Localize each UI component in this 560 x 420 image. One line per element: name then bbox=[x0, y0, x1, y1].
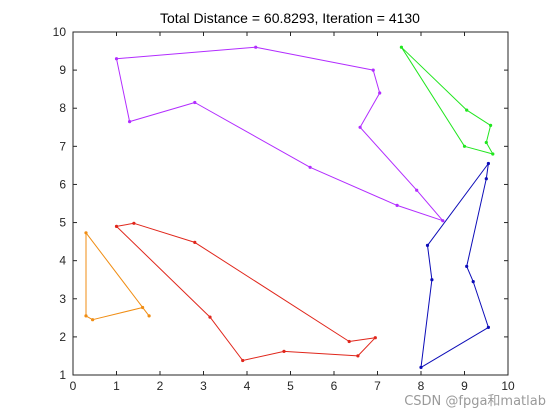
y-tick-label: 1 bbox=[59, 368, 66, 382]
route-line bbox=[116, 222, 376, 361]
route-point bbox=[489, 123, 493, 127]
route-point bbox=[193, 100, 197, 105]
route-point bbox=[208, 315, 212, 319]
y-tick-label: 9 bbox=[59, 63, 66, 77]
y-tick-label: 6 bbox=[59, 177, 66, 191]
x-tick-label: 7 bbox=[374, 379, 381, 393]
route-point bbox=[465, 264, 469, 268]
route-point bbox=[415, 188, 419, 192]
route-point bbox=[193, 240, 197, 244]
route-point bbox=[358, 125, 362, 129]
route-point bbox=[430, 278, 434, 282]
route-point bbox=[114, 57, 119, 61]
watermark: CSDN @fpga和matlab bbox=[404, 394, 546, 409]
y-tick-label: 8 bbox=[59, 101, 66, 115]
route-point bbox=[484, 140, 488, 145]
x-tick-label: 1 bbox=[113, 379, 120, 393]
x-tick-label: 6 bbox=[331, 379, 338, 393]
x-tick-label: 3 bbox=[200, 379, 207, 393]
route-point bbox=[308, 165, 312, 169]
route-point bbox=[425, 243, 430, 247]
route-point bbox=[486, 325, 490, 329]
route-point bbox=[378, 91, 382, 95]
route-point bbox=[395, 203, 399, 207]
route-series bbox=[114, 221, 377, 363]
route-point bbox=[371, 68, 375, 72]
route-point bbox=[347, 339, 351, 344]
series-layer bbox=[84, 45, 495, 369]
route-series bbox=[114, 45, 445, 223]
route-point bbox=[471, 280, 475, 284]
x-tick-label: 9 bbox=[461, 379, 468, 393]
route-line bbox=[85, 232, 150, 321]
route-point bbox=[356, 354, 360, 358]
route-series bbox=[419, 161, 490, 369]
route-series bbox=[84, 231, 151, 322]
route-point bbox=[373, 336, 377, 340]
route-point bbox=[84, 231, 88, 235]
route-line bbox=[116, 46, 444, 222]
route-series bbox=[399, 45, 495, 156]
y-tick-label: 3 bbox=[59, 292, 66, 306]
x-tick-label: 0 bbox=[70, 379, 77, 393]
route-point bbox=[132, 221, 136, 225]
route-point bbox=[282, 349, 286, 353]
y-tick-label: 7 bbox=[59, 139, 66, 153]
route-point bbox=[419, 365, 423, 369]
x-tick-label: 2 bbox=[157, 379, 164, 393]
x-tick-label: 8 bbox=[418, 379, 425, 393]
route-point bbox=[441, 219, 445, 223]
route-point bbox=[399, 45, 403, 49]
y-tick-label: 4 bbox=[59, 254, 66, 268]
y-tick-label: 2 bbox=[59, 330, 66, 344]
route-point bbox=[484, 177, 488, 181]
route-point bbox=[114, 224, 119, 228]
x-tick-label: 10 bbox=[501, 379, 515, 393]
route-point bbox=[486, 161, 490, 166]
route-point bbox=[84, 314, 88, 318]
x-tick-label: 4 bbox=[244, 379, 251, 393]
route-point bbox=[91, 318, 95, 322]
route-point bbox=[462, 144, 467, 148]
route-point bbox=[491, 152, 495, 156]
chart-title: Total Distance = 60.8293, Iteration = 41… bbox=[160, 10, 420, 26]
route-point bbox=[241, 358, 245, 363]
x-tick-label: 5 bbox=[287, 379, 294, 393]
route-point bbox=[254, 45, 258, 49]
route-point bbox=[147, 314, 151, 318]
route-point bbox=[465, 108, 469, 112]
route-point bbox=[141, 305, 145, 310]
route-point bbox=[128, 120, 132, 124]
y-tick-label: 5 bbox=[59, 216, 66, 230]
y-tick-label: 10 bbox=[53, 25, 67, 39]
